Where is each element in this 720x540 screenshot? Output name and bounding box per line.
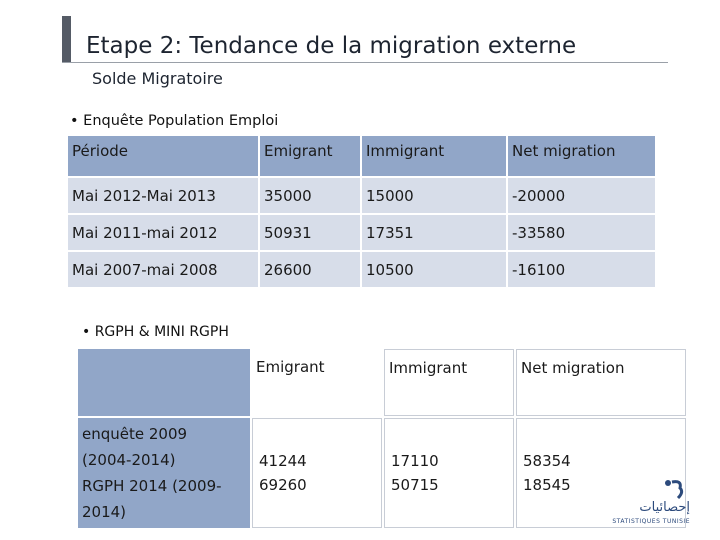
net-migration-values-cell: 58354 18545 bbox=[516, 418, 686, 528]
statistiques-tunisie-logo: إحصائيات STATISTIQUES TUNISIE bbox=[612, 478, 690, 526]
row-label-line: (2004-2014) bbox=[82, 451, 176, 469]
survey-table: Période Emigrant Immigrant Net migration… bbox=[66, 134, 657, 289]
immigrant-value: 17110 bbox=[391, 452, 439, 470]
table-row: enquête 2009 (2004-2014) RGPH 2014 (2009… bbox=[78, 418, 686, 528]
net-migration-value: 58354 bbox=[523, 452, 571, 470]
cell-immigrant: 15000 bbox=[362, 178, 506, 213]
page-title: Etape 2: Tendance de la migration extern… bbox=[86, 33, 577, 59]
immigrant-values-cell: 17110 50715 bbox=[384, 418, 514, 528]
cell-periode: Mai 2011-mai 2012 bbox=[68, 215, 258, 250]
row-label-line: enquête 2009 bbox=[82, 425, 188, 443]
cell-periode: Mai 2012-Mai 2013 bbox=[68, 178, 258, 213]
title-accent-bar bbox=[62, 16, 71, 62]
row-labels-cell: enquête 2009 (2004-2014) RGPH 2014 (2009… bbox=[78, 418, 250, 528]
table-row: Mai 2007-mai 2008 26600 10500 -16100 bbox=[68, 252, 655, 287]
table-header-row: Emigrant Immigrant Net migration bbox=[78, 349, 686, 416]
column-header-emigrant: Emigrant bbox=[252, 349, 382, 416]
table-row: Mai 2012-Mai 2013 35000 15000 -20000 bbox=[68, 178, 655, 213]
table-row: Mai 2011-mai 2012 50931 17351 -33580 bbox=[68, 215, 655, 250]
cell-net-migration: -33580 bbox=[508, 215, 655, 250]
row-label-line: RGPH 2014 (2009- bbox=[82, 477, 222, 495]
row-label-line: 2014) bbox=[82, 503, 127, 521]
cell-periode: Mai 2007-mai 2008 bbox=[68, 252, 258, 287]
cell-immigrant: 17351 bbox=[362, 215, 506, 250]
cell-emigrant: 26600 bbox=[260, 252, 360, 287]
column-header-immigrant: Immigrant bbox=[384, 349, 514, 416]
column-header-emigrant: Emigrant bbox=[260, 136, 360, 176]
immigrant-value: 50715 bbox=[391, 476, 439, 494]
cell-immigrant: 10500 bbox=[362, 252, 506, 287]
cell-net-migration: -20000 bbox=[508, 178, 655, 213]
net-migration-value: 18545 bbox=[523, 476, 571, 494]
emigrant-value: 41244 bbox=[259, 452, 307, 470]
census-table: Emigrant Immigrant Net migration enquête… bbox=[76, 347, 688, 530]
cell-emigrant: 35000 bbox=[260, 178, 360, 213]
column-header-immigrant: Immigrant bbox=[362, 136, 506, 176]
page-subtitle: Solde Migratoire bbox=[92, 69, 223, 88]
emigrant-values-cell: 41244 69260 bbox=[252, 418, 382, 528]
section2-bullet: • RGPH & MINI RGPH bbox=[82, 324, 229, 340]
title-divider bbox=[62, 62, 668, 63]
cell-net-migration: -16100 bbox=[508, 252, 655, 287]
logo-latin-text: STATISTIQUES TUNISIE bbox=[612, 518, 690, 525]
logo-arabic-text: إحصائيات bbox=[639, 500, 690, 515]
column-header-periode: Période bbox=[68, 136, 258, 176]
column-header-net-migration: Net migration bbox=[516, 349, 686, 416]
logo-mark-icon bbox=[665, 480, 684, 500]
cell-emigrant: 50931 bbox=[260, 215, 360, 250]
emigrant-value: 69260 bbox=[259, 476, 307, 494]
section1-bullet: • Enquête Population Emploi bbox=[70, 113, 279, 129]
column-header-net-migration: Net migration bbox=[508, 136, 655, 176]
column-header-empty bbox=[78, 349, 250, 416]
table-header-row: Période Emigrant Immigrant Net migration bbox=[68, 136, 655, 176]
